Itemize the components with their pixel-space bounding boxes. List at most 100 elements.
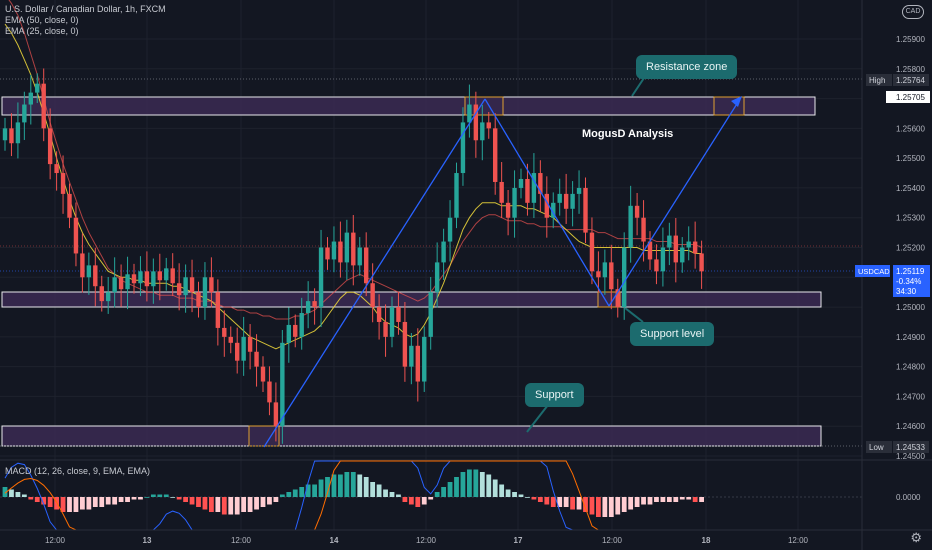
macd-bar: [531, 497, 537, 500]
ema25-legend[interactable]: EMA (25, close, 0): [5, 26, 79, 36]
low-tag-bg: [866, 441, 892, 453]
macd-bar: [118, 497, 124, 502]
macd-bar: [254, 497, 259, 510]
macd-bar: [583, 497, 588, 512]
candle-up: [389, 307, 395, 337]
macd-bar: [486, 474, 492, 497]
macd-bar: [602, 497, 608, 517]
macd-bar: [41, 497, 47, 505]
projection-arrowhead: [731, 96, 742, 107]
macd-bar: [196, 497, 201, 507]
symbol-title[interactable]: U.S. Dollar / Canadian Dollar, 1h, FXCM: [5, 4, 166, 14]
x-tick-label: 18: [702, 536, 711, 545]
macd-bar: [634, 497, 640, 507]
macd-bar: [615, 497, 621, 515]
candle-up: [428, 292, 433, 337]
macd-bar: [454, 477, 459, 497]
ema50-legend[interactable]: EMA (50, close, 0): [5, 15, 79, 25]
macd-bar: [550, 497, 556, 507]
macd-bar: [144, 497, 150, 498]
macd-bar: [221, 497, 227, 515]
chart-legend[interactable]: U.S. Dollar / Canadian Dollar, 1h, FXCM …: [5, 4, 166, 37]
candle-down: [9, 128, 14, 144]
macd-bar: [163, 494, 169, 497]
candle-down: [415, 345, 420, 382]
symbol-tag: USDCAD: [858, 267, 890, 276]
macd-legend[interactable]: MACD (12, 26, close, 9, EMA, EMA): [5, 466, 151, 476]
macd-bar: [537, 497, 543, 502]
macd-bar: [157, 494, 163, 497]
change-percent: -0.34%: [896, 277, 921, 286]
high-value-bg: [893, 74, 929, 86]
currency-chip[interactable]: CAD: [902, 5, 924, 19]
y-tick-label: 1.25400: [896, 184, 925, 193]
macd-bar: [370, 482, 376, 497]
candle-down: [176, 283, 182, 296]
resistance-touch-marker: [464, 96, 504, 116]
candle-down: [254, 351, 259, 367]
candle-down: [325, 247, 330, 260]
macd-bar: [628, 497, 634, 510]
macd-bar: [170, 497, 176, 498]
candle-down: [364, 247, 369, 284]
macd-bar: [60, 497, 66, 512]
down-trendline: [484, 98, 610, 307]
macd-bar: [279, 494, 285, 497]
x-tick-label: 12:00: [788, 536, 809, 545]
candle-up: [2, 128, 8, 141]
candle-down: [99, 286, 104, 302]
high-value: 1.25764: [896, 76, 925, 85]
candle-up: [305, 301, 311, 314]
support-level-callout-pointer: [624, 307, 644, 323]
x-tick-label: 12:00: [416, 536, 437, 545]
support-touch-marker: [597, 291, 621, 308]
candle-down: [525, 178, 530, 203]
candle-down: [235, 342, 240, 361]
macd-bar: [428, 497, 434, 500]
candle-down: [131, 274, 137, 284]
macd-bar: [563, 497, 569, 507]
y-tick-label: 1.24700: [896, 392, 925, 401]
macd-bar: [318, 479, 324, 497]
candle-up: [183, 277, 188, 296]
candle-down: [196, 292, 201, 308]
macd-bar: [467, 469, 472, 497]
candle-up: [151, 271, 156, 287]
support-callout-pointer: [526, 404, 549, 433]
candle-up: [576, 187, 582, 194]
candle-down: [60, 173, 66, 194]
candle-up: [531, 173, 537, 203]
gear-icon[interactable]: ⚙: [910, 530, 922, 545]
macd-bar: [402, 497, 408, 502]
candle-up: [422, 336, 427, 382]
macd-bar: [363, 477, 369, 497]
candle-up: [241, 336, 246, 361]
candle-down: [189, 277, 195, 293]
candle-up: [660, 247, 666, 272]
candle-up: [344, 232, 350, 263]
candle-down: [583, 187, 588, 233]
macd-bar: [34, 497, 40, 502]
macd-bar: [176, 497, 182, 500]
macd-bar: [499, 484, 505, 497]
candle-up: [106, 292, 111, 302]
candle-down: [247, 336, 253, 352]
macd-bar: [86, 497, 92, 510]
candle-down: [673, 235, 678, 263]
candle-up: [357, 247, 362, 266]
candle-down: [293, 324, 298, 337]
support-callout[interactable]: Support: [525, 383, 584, 407]
macd-bar: [686, 497, 692, 500]
macd-bar: [589, 497, 595, 515]
candle-down: [383, 321, 388, 337]
y-tick-label: 1.25900: [896, 35, 925, 44]
candle-up: [409, 345, 414, 367]
resistance-zone-callout[interactable]: Resistance zone: [636, 55, 738, 79]
support-level-callout[interactable]: Support level: [630, 322, 715, 346]
candle-up: [570, 193, 575, 209]
time-axis[interactable]: 12:00 13 12:00 14 12:00 17 12:00 18 12:00: [45, 536, 809, 545]
candle-up: [286, 324, 291, 343]
candle-down: [222, 327, 227, 337]
macd-bar: [15, 492, 21, 497]
